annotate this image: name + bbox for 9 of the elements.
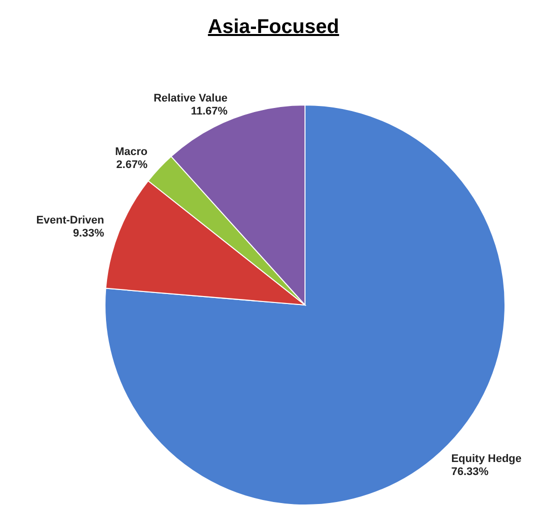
chart-title: Asia-Focused xyxy=(206,15,340,40)
data-label: 9.33% xyxy=(72,228,104,240)
slice-label: Equity Hedge xyxy=(451,452,522,465)
slice-label: Event-Driven xyxy=(36,214,104,227)
slice-label: Relative Value xyxy=(154,92,228,104)
data-label: 76.33% xyxy=(451,466,489,478)
data-label: 2.67% xyxy=(116,159,148,172)
slice-label: Macro xyxy=(115,146,148,158)
data-label: 11.67% xyxy=(190,105,228,118)
